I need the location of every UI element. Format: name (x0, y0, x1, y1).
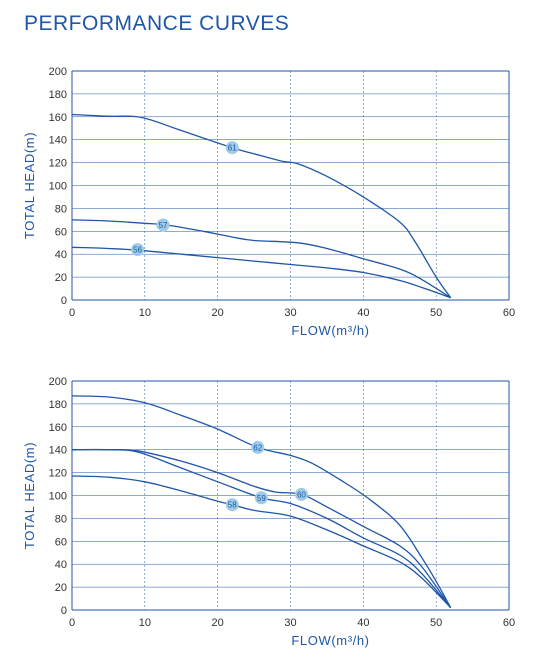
x-tick-label: 0 (69, 617, 75, 629)
y-tick-label: 0 (61, 295, 67, 307)
y-tick-label: 140 (49, 135, 67, 147)
y-tick-label: 160 (49, 422, 67, 434)
x-tick-label: 20 (212, 307, 224, 319)
performance-chart-top: 0 20 40 60 80 100 120 140 160 180 200 0 10 20 30 40 50 60… (22, 66, 515, 338)
y-tick-label: 60 (55, 536, 67, 548)
series-label-59: 59 (257, 494, 266, 503)
series-badge-56 (131, 243, 145, 257)
series-line-58 (71, 475, 452, 609)
y-tick-label: 120 (49, 158, 67, 170)
x-tick-label: 0 (69, 307, 75, 319)
series-line-57 (71, 219, 452, 299)
y-tick-label: 120 (49, 468, 67, 480)
series-badge-59 (254, 491, 268, 505)
y-tick-label: 80 (55, 203, 67, 215)
y-tick-label: 140 (49, 445, 67, 457)
series-badge-58 (225, 498, 239, 512)
y-tick-label: 180 (49, 89, 67, 101)
x-tick-label: 60 (503, 307, 515, 319)
series-line-60 (71, 448, 452, 609)
series-label-61: 61 (228, 144, 237, 153)
y-tick-label: 20 (55, 272, 67, 284)
y-tick-label: 40 (55, 249, 67, 261)
x-tick-label: 10 (139, 307, 151, 319)
x-tick-label: 40 (357, 617, 369, 629)
x-tick-label: 40 (357, 307, 369, 319)
y-tick-label: 60 (55, 226, 67, 238)
y-tick-label: 180 (49, 399, 67, 411)
y-tick-label: 40 (55, 559, 67, 571)
series-line-62 (71, 395, 452, 609)
series-badge-57 (156, 218, 170, 232)
series-label-57: 57 (159, 221, 168, 230)
series-badge-62 (251, 440, 265, 454)
x-tick-label: 50 (430, 617, 442, 629)
series-label-60: 60 (297, 490, 306, 499)
y-tick-label: 100 (49, 491, 67, 503)
series-line-59 (71, 448, 452, 609)
x-tick-label: 20 (212, 617, 224, 629)
x-axis-label: FLOW(m³/h) (291, 633, 369, 648)
y-tick-label: 0 (61, 605, 67, 617)
y-tick-label: 80 (55, 513, 67, 525)
x-tick-label: 10 (139, 617, 151, 629)
series-label-56: 56 (133, 246, 142, 255)
x-tick-label: 30 (284, 617, 296, 629)
series-label-62: 62 (253, 443, 262, 452)
y-tick-label: 160 (49, 112, 67, 124)
series-line-61 (71, 113, 452, 299)
x-tick-label: 50 (430, 307, 442, 319)
y-tick-label: 20 (55, 582, 67, 594)
y-axis-label: TOTAL HEAD(m) (22, 442, 37, 549)
y-tick-label: 200 (49, 66, 67, 78)
x-tick-label: 30 (284, 307, 296, 319)
y-tick-label: 200 (49, 376, 67, 388)
x-axis-label: FLOW(m³/h) (291, 323, 369, 338)
page-title: PERFORMANCE CURVES (24, 12, 290, 35)
series-label-58: 58 (228, 501, 237, 510)
y-axis-label: TOTAL HEAD(m) (22, 132, 37, 239)
x-tick-label: 60 (503, 617, 515, 629)
series-badge-61 (225, 141, 239, 155)
y-tick-label: 100 (49, 181, 67, 193)
series-badge-60 (294, 487, 308, 501)
